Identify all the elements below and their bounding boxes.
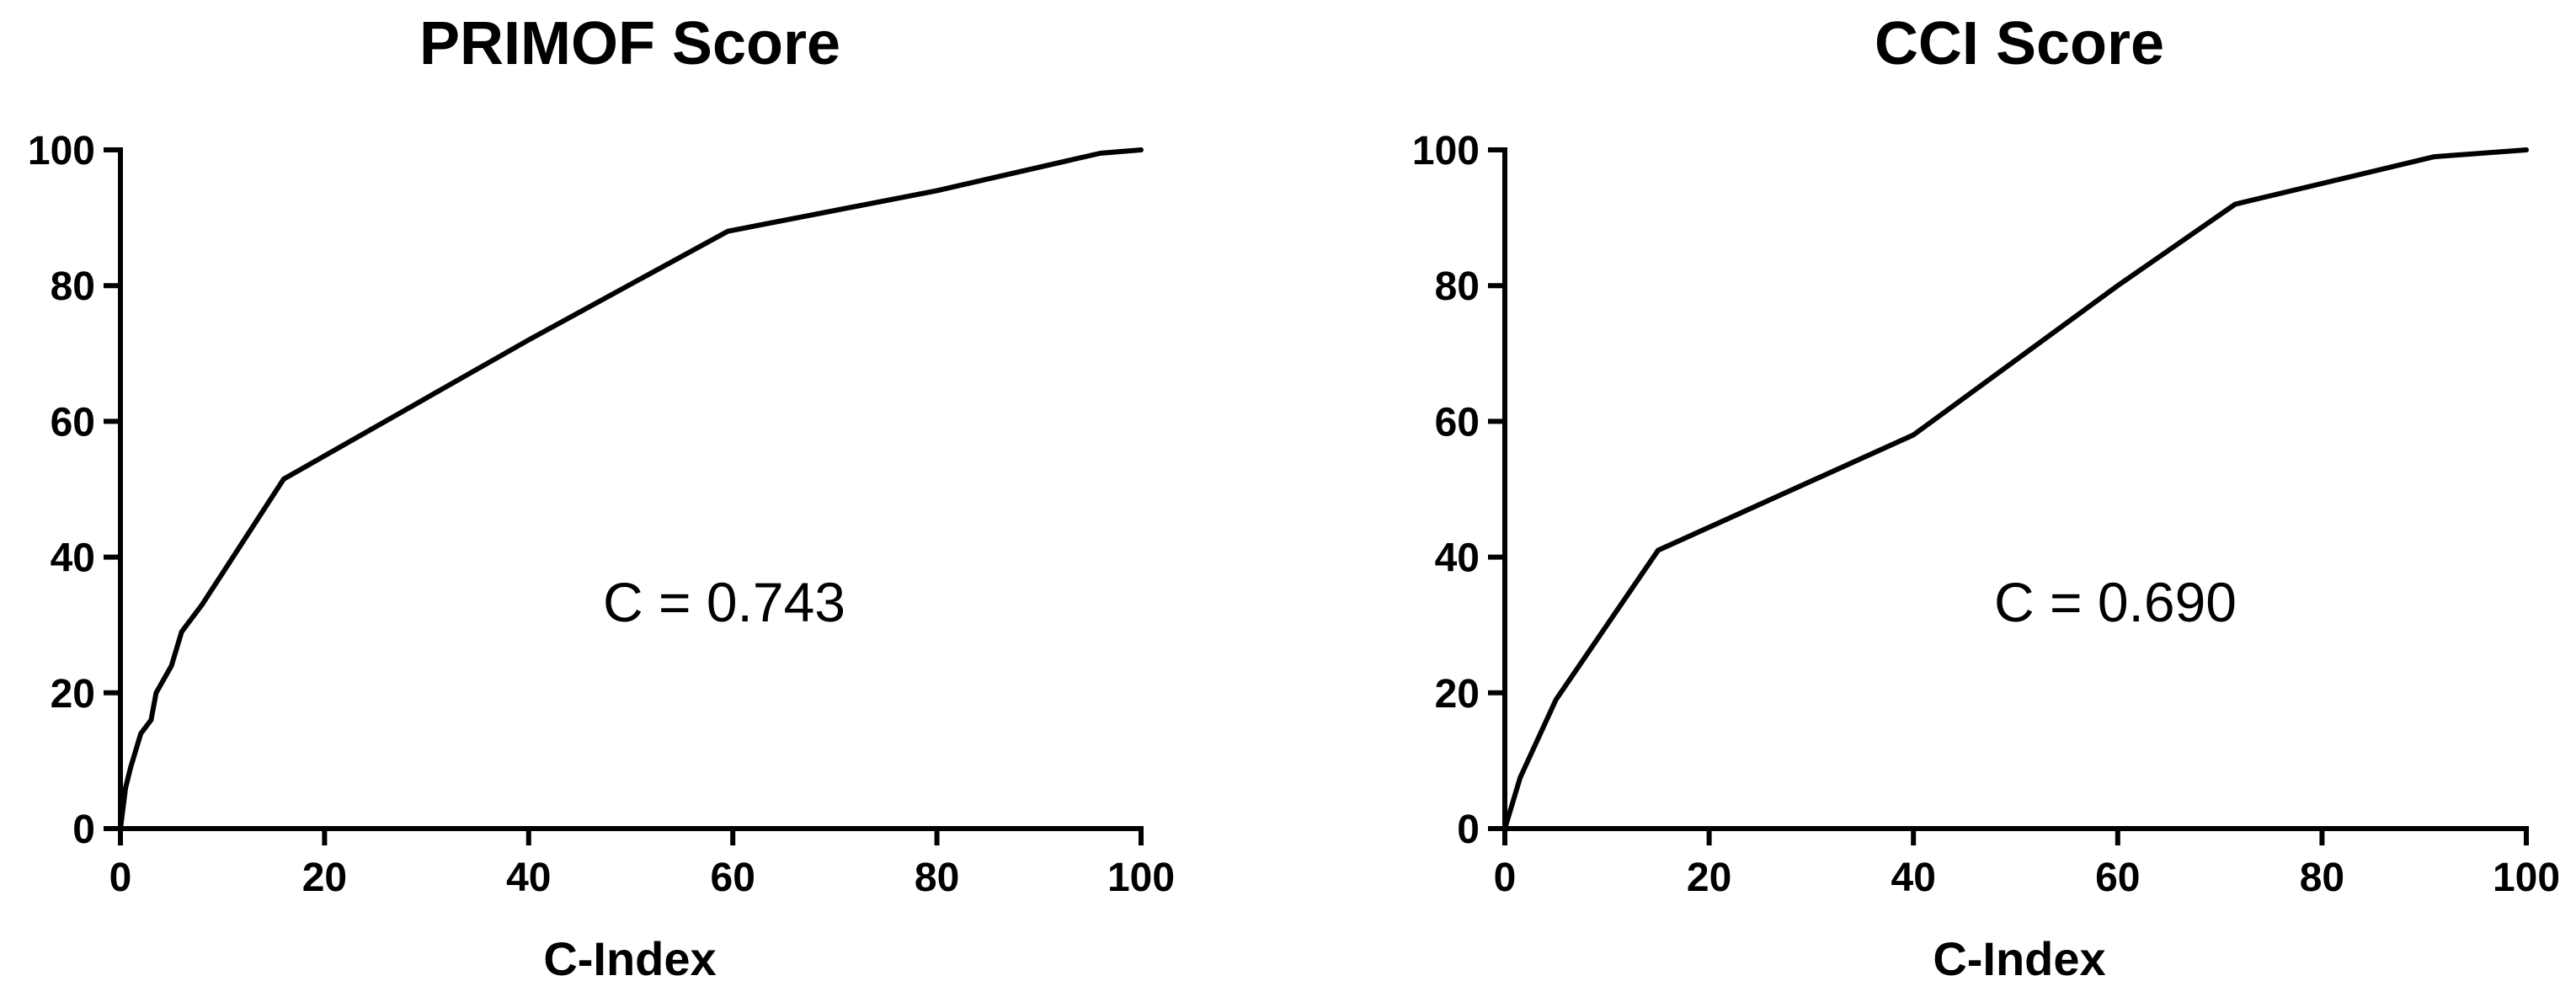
y-tick-label: 100 [28,129,95,173]
chart-title: PRIMOF Score [419,10,840,77]
x-tick-label: 0 [1494,856,1517,900]
x-tick-label: 80 [915,856,959,900]
x-tick-label: 60 [711,856,755,900]
y-tick-label: 20 [51,672,95,717]
x-tick-label: 20 [1687,856,1731,900]
y-tick-label: 60 [51,400,95,445]
y-tick-label: 80 [51,264,95,309]
y-tick-label: 100 [1412,129,1480,173]
x-tick-label: 40 [506,856,551,900]
y-tick-label: 40 [1435,536,1480,581]
x-tick-label: 0 [109,856,132,900]
y-tick-label: 40 [51,536,95,581]
y-tick-label: 20 [1435,672,1480,717]
x-tick-label: 40 [1891,856,1936,900]
x-tick-label: 20 [302,856,347,900]
roc-curve [118,147,1144,831]
roc-curve [1502,147,2529,831]
x-tick-label: 100 [1107,856,1175,900]
y-tick-label: 0 [1457,808,1480,852]
y-tick-label: 0 [72,808,95,852]
c-index-annotation: C = 0.743 [603,571,845,633]
x-tick-label: 80 [2300,856,2344,900]
chart-panel-cci: CCI Score C-Index C = 0.690 0 20 40 60 80 100… [1412,10,2560,985]
x-axis-label: C-Index [543,932,716,985]
chart-panel-primof: PRIMOF Score C-Index C = 0.743 0 20 40 60 80… [28,10,1175,985]
x-axis-label: C-Index [1933,932,2105,985]
y-tick-label: 60 [1435,400,1480,445]
y-tick-label: 80 [1435,264,1480,309]
x-tick-label: 100 [2493,856,2560,900]
x-tick-label: 60 [2095,856,2140,900]
c-index-annotation: C = 0.690 [1994,571,2237,633]
chart-title: CCI Score [1875,10,2164,77]
